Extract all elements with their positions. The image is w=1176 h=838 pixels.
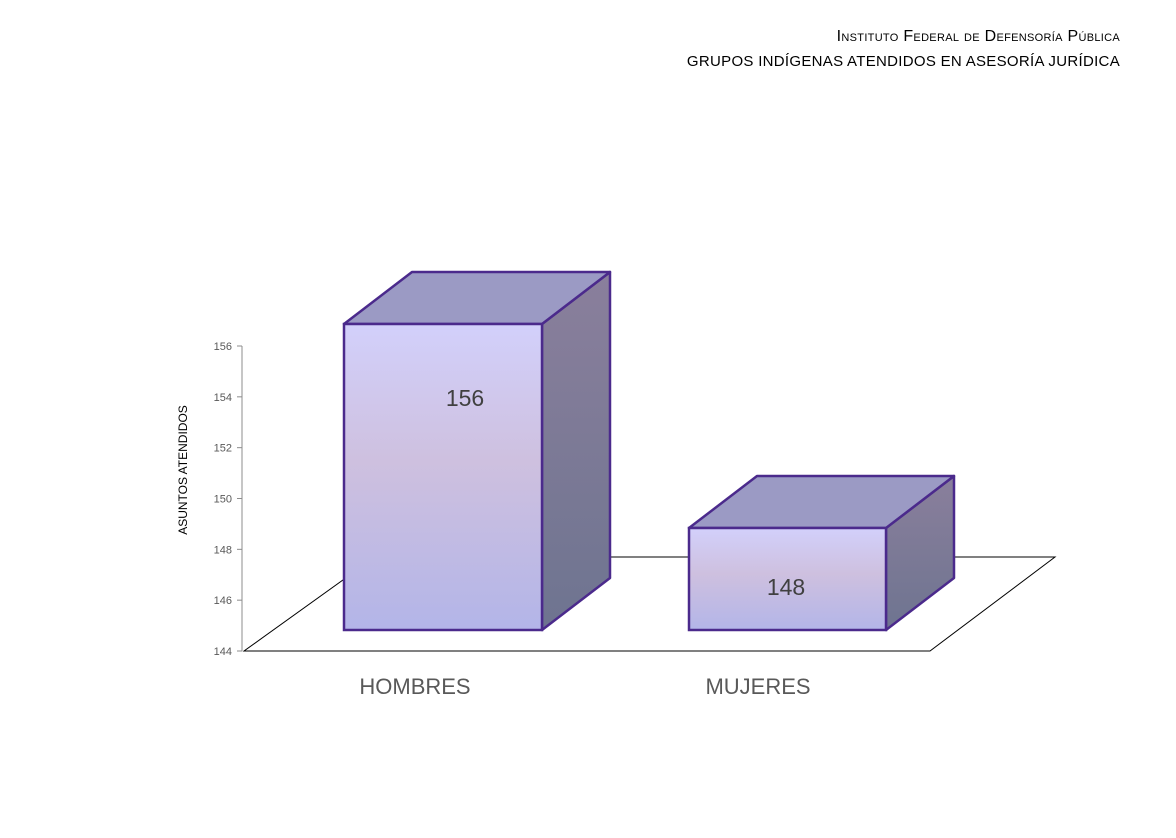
x-category-label: MUJERES [705,674,810,699]
bar [687,474,956,632]
bar-data-label: 148 [767,574,805,600]
y-tick-label: 146 [214,595,232,607]
x-category-label: HOMBRES [359,674,470,699]
y-tick-label: 144 [214,646,232,658]
y-tick-label: 148 [214,544,232,556]
chart-subtitle: GRUPOS INDÍGENAS ATENDIDOS EN ASESORÍA J… [686,53,1120,70]
bar-data-label: 156 [446,385,484,411]
y-tick-label: 154 [214,392,232,404]
y-tick-label: 152 [214,443,232,455]
bar-front-face [687,526,888,632]
y-tick-label: 156 [214,341,232,353]
y-tick-label: 150 [214,494,232,506]
chart-header: Instituto Federal de Defensoría Pública … [687,24,1120,74]
floor-plane [242,556,1057,652]
bar-side-face [540,270,612,632]
bar-front-face [342,322,544,632]
chart-title: Instituto Federal de Defensoría Pública [836,28,1120,45]
bar [342,270,612,632]
y-axis-label: ASUNTOS ATENDIDOS [176,405,190,535]
